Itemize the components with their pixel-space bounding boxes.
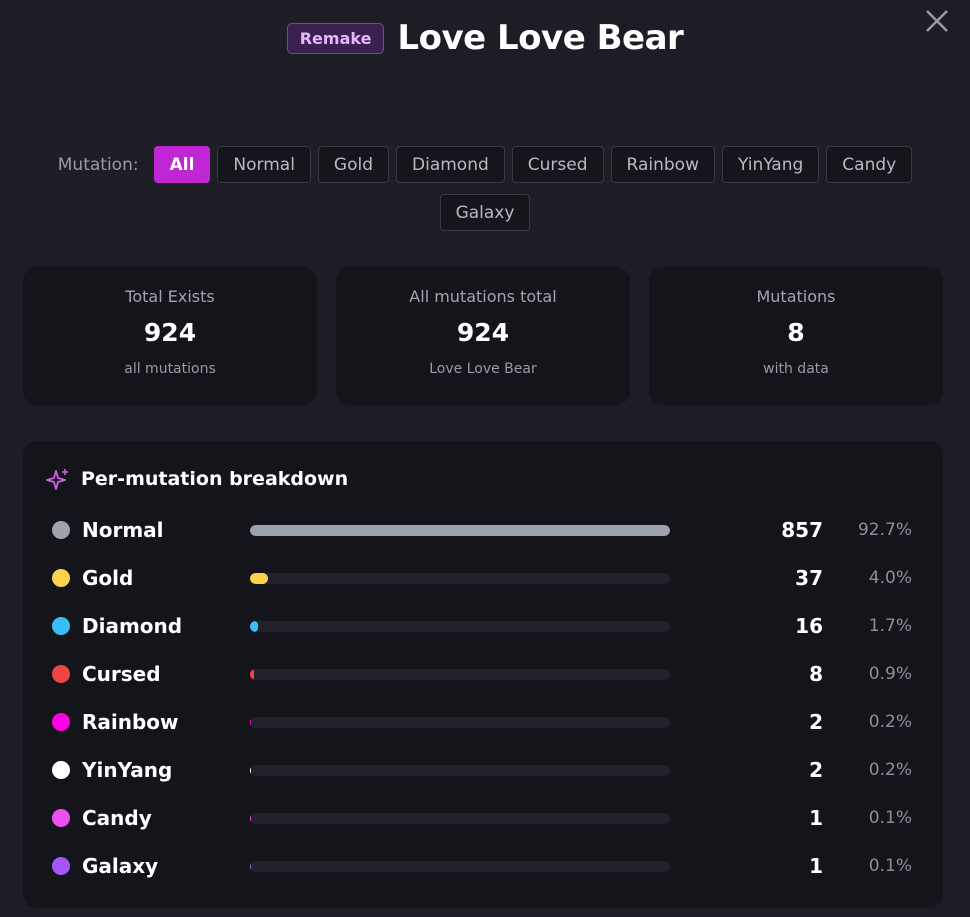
mutation-name: Candy <box>82 806 152 830</box>
bar <box>250 573 269 584</box>
title: Love Love Bear <box>397 18 684 58</box>
count: 857 <box>781 518 823 542</box>
stat-card: All mutations total 924 Love Love Bear <box>336 267 630 405</box>
filter-option[interactable]: Rainbow <box>610 146 715 183</box>
bar <box>250 525 670 536</box>
breakdown-row: Rainbow 2 0.2% <box>23 710 943 734</box>
filter-option[interactable]: Candy <box>826 146 913 183</box>
percent: 0.1% <box>868 808 912 828</box>
stat-value: 8 <box>787 318 805 347</box>
percent: 1.7% <box>868 616 912 636</box>
bar <box>250 765 251 776</box>
percent: 0.1% <box>868 856 912 876</box>
color-dot <box>52 857 70 875</box>
breakdown-title: Per-mutation breakdown <box>81 468 349 490</box>
filter-option[interactable]: Diamond <box>396 146 505 183</box>
count: 2 <box>809 758 823 782</box>
breakdown-row: Galaxy 1 0.1% <box>23 854 943 878</box>
breakdown-row: YinYang 2 0.2% <box>23 758 943 782</box>
color-dot <box>52 713 70 731</box>
stat-label: Mutations <box>756 287 836 306</box>
close-button[interactable] <box>924 8 950 34</box>
count: 2 <box>809 710 823 734</box>
breakdown-row: Cursed 8 0.9% <box>23 662 943 686</box>
stat-card: Mutations 8 with data <box>649 267 943 405</box>
breakdown-row: Diamond 16 1.7% <box>23 614 943 638</box>
color-dot <box>52 569 70 587</box>
bar-track <box>250 813 670 824</box>
filter-option[interactable]: Cursed <box>511 146 604 183</box>
filter-option[interactable]: Galaxy <box>439 194 531 231</box>
sparkle-icon <box>46 469 68 490</box>
mutation-filter: Mutation: All Normal Gold Diamond Cursed Rain… <box>40 146 930 231</box>
header: Remake Love Love Bear <box>0 18 970 58</box>
percent: 0.9% <box>868 664 912 684</box>
breakdown-row: Gold 37 4.0% <box>23 566 943 590</box>
bar <box>250 621 258 632</box>
stat-card: Total Exists 924 all mutations <box>23 267 317 405</box>
bar-track <box>250 621 670 632</box>
mutation-name: Galaxy <box>82 854 159 878</box>
filter-label: Mutation: <box>57 154 139 175</box>
filter-option[interactable]: Normal <box>217 146 311 183</box>
stats: Total Exists 924 all mutations All mutation… <box>23 267 943 405</box>
count: 8 <box>809 662 823 686</box>
mutation-name: Normal <box>82 518 164 542</box>
mutation-name: YinYang <box>82 758 173 782</box>
mutation-name: Cursed <box>82 662 161 686</box>
breakdown-row: Candy 1 0.1% <box>23 806 943 830</box>
badge: Remake <box>286 22 385 54</box>
filter-option[interactable]: Gold <box>317 146 390 183</box>
stat-label: All mutations total <box>409 287 557 306</box>
breakdown-row: Normal 857 92.7% <box>23 518 943 542</box>
bar-track <box>250 717 670 728</box>
percent: 0.2% <box>868 760 912 780</box>
stat-value: 924 <box>456 318 510 347</box>
stat-note: Love Love Bear <box>429 361 537 377</box>
count: 16 <box>795 614 823 638</box>
stat-value: 924 <box>143 318 197 347</box>
breakdown-panel: Per-mutation breakdown Normal 857 92.7% Gol… <box>23 441 943 908</box>
color-dot <box>52 617 70 635</box>
filter-option[interactable]: YinYang <box>721 146 820 183</box>
bar-track <box>250 525 670 536</box>
bar <box>250 669 254 680</box>
count: 1 <box>809 854 823 878</box>
count: 1 <box>809 806 823 830</box>
bar-track <box>250 765 670 776</box>
stat-label: Total Exists <box>125 287 215 306</box>
percent: 0.2% <box>868 712 912 732</box>
bar-track <box>250 861 670 872</box>
color-dot <box>52 761 70 779</box>
color-dot <box>52 665 70 683</box>
percent: 92.7% <box>857 520 912 540</box>
mutation-name: Gold <box>82 566 134 590</box>
stat-note: with data <box>763 361 829 377</box>
filter-option[interactable]: All <box>153 146 211 183</box>
percent: 4.0% <box>868 568 912 588</box>
mutation-name: Rainbow <box>82 710 179 734</box>
mutation-name: Diamond <box>82 614 183 638</box>
color-dot <box>52 809 70 827</box>
bar-track <box>250 573 670 584</box>
stat-note: all mutations <box>124 361 216 377</box>
count: 37 <box>795 566 823 590</box>
color-dot <box>52 521 70 539</box>
bar-track <box>250 669 670 680</box>
bar <box>250 717 251 728</box>
